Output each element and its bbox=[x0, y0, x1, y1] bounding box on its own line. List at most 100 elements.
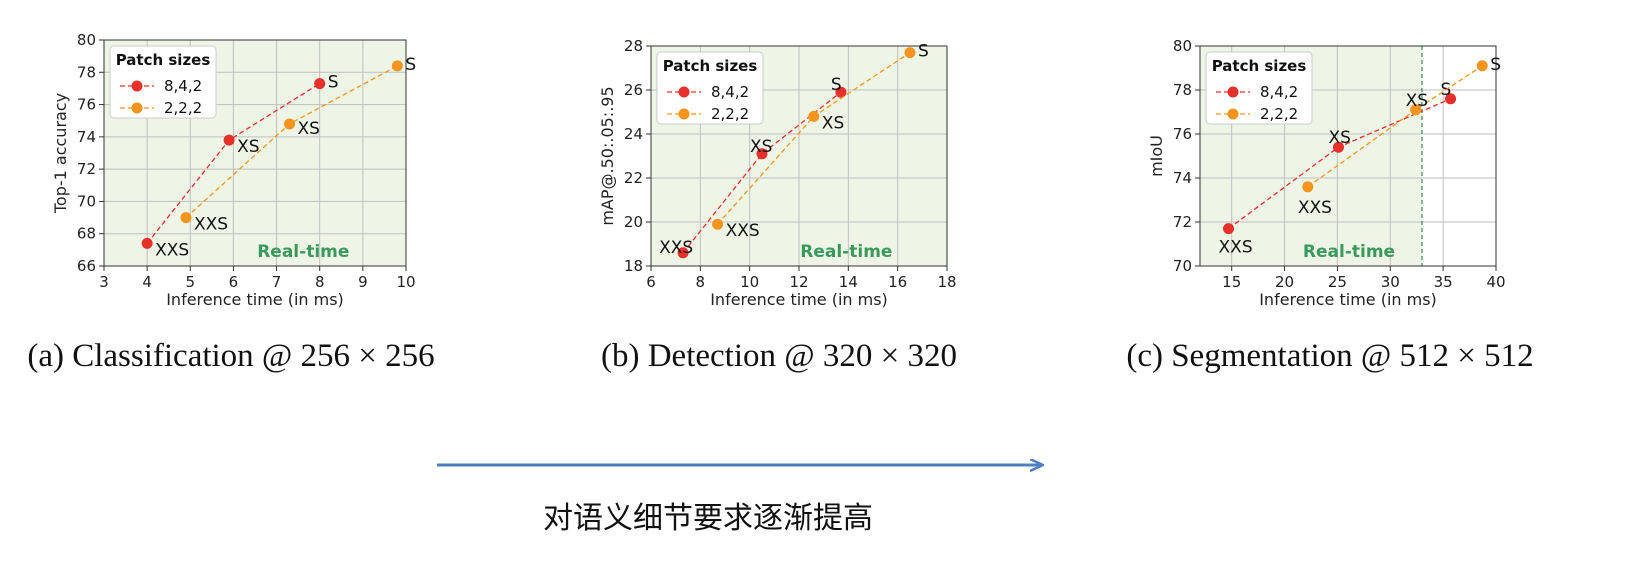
detection-chart: 6 8 10 12 14 16 18 18 20 22 24 26 28 Inference time (… bbox=[598, 37, 957, 309]
legend-entry: 8,4,2 bbox=[1260, 83, 1298, 101]
data-point bbox=[180, 212, 192, 224]
x-tick-label: 14 bbox=[839, 273, 858, 291]
point-label: XXS bbox=[194, 215, 228, 235]
realtime-annotation: Real-time bbox=[800, 242, 892, 262]
legend-title: Patch sizes bbox=[116, 51, 211, 69]
y-tick-label: 72 bbox=[77, 160, 96, 178]
footer-text: 对语义细节要求逐渐提高 bbox=[543, 501, 873, 536]
y-axis-label: mAP@.50:.05:.95 bbox=[598, 86, 617, 225]
point-label: XS bbox=[298, 119, 320, 139]
x-tick-label: 8 bbox=[315, 273, 325, 291]
x-tick-label: 8 bbox=[696, 273, 706, 291]
x-tick-label: 7 bbox=[272, 273, 282, 291]
data-point bbox=[314, 78, 326, 90]
y-axis-label: Top-1 accuracy bbox=[51, 93, 70, 214]
point-label: XXS bbox=[155, 240, 189, 260]
data-point bbox=[1476, 60, 1488, 72]
legend-entry: 2,2,2 bbox=[164, 99, 202, 117]
data-point bbox=[904, 47, 916, 59]
point-label: XS bbox=[822, 113, 844, 133]
y-tick-label: 20 bbox=[624, 213, 643, 231]
legend-swatch-marker bbox=[678, 108, 690, 120]
legend-box bbox=[109, 45, 217, 119]
point-label: S bbox=[1490, 55, 1501, 75]
data-point bbox=[677, 247, 689, 259]
point-label: XS bbox=[1328, 128, 1350, 148]
legend-entry: 8,4,2 bbox=[711, 83, 749, 101]
point-label: S bbox=[328, 73, 339, 93]
y-tick-label: 78 bbox=[1173, 81, 1192, 99]
data-point bbox=[1302, 181, 1314, 193]
x-tick-label: 12 bbox=[789, 273, 808, 291]
y-tick-label: 68 bbox=[77, 225, 96, 243]
data-point bbox=[808, 110, 820, 122]
legend-box bbox=[1205, 51, 1313, 125]
point-label: S bbox=[831, 75, 842, 95]
x-tick-label: 20 bbox=[1275, 273, 1294, 291]
data-point bbox=[141, 237, 153, 249]
plot-frame bbox=[650, 45, 948, 267]
x-tick-label: 5 bbox=[186, 273, 196, 291]
point-label: XS bbox=[1406, 91, 1428, 111]
x-tick-label: 3 bbox=[99, 273, 109, 291]
y-tick-label: 18 bbox=[624, 257, 643, 275]
data-point bbox=[1332, 141, 1344, 153]
point-label: XXS bbox=[1219, 238, 1253, 258]
x-axis-label: Inference time (in ms) bbox=[1259, 290, 1437, 309]
data-point bbox=[712, 218, 724, 230]
x-tick-label: 40 bbox=[1486, 273, 1505, 291]
point-label: XXS bbox=[726, 221, 760, 241]
legend-entry: 8,4,2 bbox=[164, 77, 202, 95]
plot-frame bbox=[1199, 45, 1497, 267]
legend-title: Patch sizes bbox=[663, 57, 758, 75]
x-tick-label: 9 bbox=[358, 273, 368, 291]
data-point bbox=[391, 60, 403, 72]
point-label: XXS bbox=[1298, 198, 1332, 218]
x-tick-label: 6 bbox=[646, 273, 656, 291]
point-label: S bbox=[918, 42, 929, 62]
plot-frame bbox=[103, 39, 407, 267]
y-tick-label: 76 bbox=[77, 96, 96, 114]
data-point bbox=[835, 86, 847, 98]
data-point bbox=[1445, 93, 1457, 105]
realtime-annotation: Real-time bbox=[1303, 242, 1395, 262]
x-tick-label: 18 bbox=[937, 273, 956, 291]
y-tick-label: 66 bbox=[77, 257, 96, 275]
x-tick-label: 10 bbox=[740, 273, 759, 291]
y-tick-label: 72 bbox=[1173, 213, 1192, 231]
y-tick-label: 80 bbox=[77, 31, 96, 49]
x-axis-label: Inference time (in ms) bbox=[710, 290, 888, 309]
legend-swatch-marker bbox=[1227, 86, 1239, 98]
legend-title: Patch sizes bbox=[1212, 57, 1307, 75]
caption-classification: (a) Classification @ 256 × 256 bbox=[27, 338, 434, 374]
y-tick-label: 78 bbox=[77, 63, 96, 81]
legend-swatch-marker bbox=[678, 86, 690, 98]
point-label: XS bbox=[237, 137, 259, 157]
caption-detection: (b) Detection @ 320 × 320 bbox=[601, 338, 957, 374]
x-tick-label: 15 bbox=[1222, 273, 1241, 291]
x-tick-label: 16 bbox=[888, 273, 907, 291]
segmentation-chart: 15 20 25 30 35 40 70 72 74 76 78 80 Inference time (… bbox=[1147, 37, 1506, 309]
legend-box bbox=[656, 51, 764, 125]
legend-swatch-marker bbox=[1227, 108, 1239, 120]
point-label: S bbox=[405, 55, 416, 75]
legend-swatch-marker bbox=[131, 80, 143, 92]
realtime-annotation: Real-time bbox=[257, 242, 349, 262]
y-tick-label: 74 bbox=[1173, 169, 1192, 187]
data-point bbox=[223, 134, 235, 146]
legend-entry: 2,2,2 bbox=[1260, 105, 1298, 123]
point-label: XS bbox=[750, 137, 772, 157]
caption-segmentation: (c) Segmentation @ 512 × 512 bbox=[1126, 338, 1533, 374]
legend-swatch-marker bbox=[131, 102, 143, 114]
y-tick-label: 76 bbox=[1173, 125, 1192, 143]
y-axis-label: mIoU bbox=[1147, 135, 1166, 177]
y-tick-label: 70 bbox=[77, 192, 96, 210]
y-tick-label: 22 bbox=[624, 169, 643, 187]
x-tick-label: 25 bbox=[1328, 273, 1347, 291]
x-tick-label: 10 bbox=[396, 273, 415, 291]
x-tick-label: 6 bbox=[229, 273, 239, 291]
y-tick-label: 28 bbox=[624, 37, 643, 55]
legend-entry: 2,2,2 bbox=[711, 105, 749, 123]
